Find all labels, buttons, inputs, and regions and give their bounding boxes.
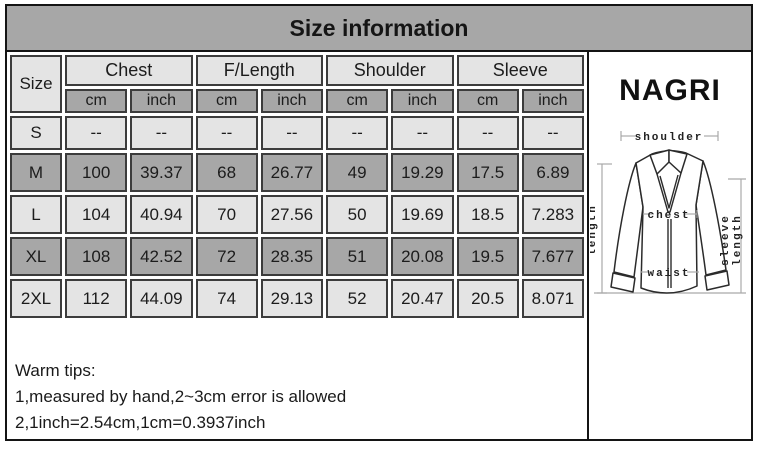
size-table: Size Chest F/Length Shoulder Sleeve cm i… — [7, 52, 587, 321]
chest-label: chest — [647, 210, 690, 222]
group-header-shoulder: Shoulder — [326, 55, 454, 86]
table-cell: 72 — [195, 237, 258, 276]
unit-header: inch — [130, 89, 193, 113]
table-cell: 49 — [326, 153, 389, 192]
row-2XL: 2XL 112 44.09 74 29.13 52 20.47 20.5 8.0… — [10, 279, 584, 318]
row-S: S -- -- -- -- -- -- -- -- — [10, 116, 584, 150]
table-cell: 50 — [326, 195, 389, 234]
size-cell: 2XL — [10, 279, 62, 318]
table-cell: 52 — [326, 279, 389, 318]
table-cell: 112 — [65, 279, 128, 318]
table-cell: 104 — [65, 195, 128, 234]
unit-header: inch — [260, 89, 323, 113]
table-cell: 20.5 — [456, 279, 519, 318]
size-cell: S — [10, 116, 62, 150]
unit-header: inch — [391, 89, 454, 113]
corner-header: Size — [10, 55, 62, 113]
table-cell: 18.5 — [456, 195, 519, 234]
shirt-measurement-diagram: shoulder chest waist length sleeve lengt… — [590, 131, 746, 294]
table-area: Size Chest F/Length Shoulder Sleeve cm i… — [7, 52, 587, 439]
table-cell: 7.283 — [521, 195, 584, 234]
table-cell: 17.5 — [456, 153, 519, 192]
unit-header: cm — [456, 89, 519, 113]
unit-header: cm — [195, 89, 258, 113]
table-cell: 7.677 — [521, 237, 584, 276]
unit-header: cm — [326, 89, 389, 113]
size-chart-frame: Size information Size Chest F/Length Sho… — [5, 4, 753, 441]
table-cell: 20.47 — [391, 279, 454, 318]
group-header-chest: Chest — [65, 55, 193, 86]
warm-tips-line: 2,1inch=2.54cm,1cm=0.3937inch — [15, 413, 266, 432]
row-XL: XL 108 42.52 72 28.35 51 20.08 19.5 7.67… — [10, 237, 584, 276]
group-header-flength: F/Length — [195, 55, 323, 86]
table-cell: -- — [130, 116, 193, 150]
table-cell: -- — [195, 116, 258, 150]
table-cell: 42.52 — [130, 237, 193, 276]
table-cell: 40.94 — [130, 195, 193, 234]
table-cell: 29.13 — [260, 279, 323, 318]
table-cell: -- — [391, 116, 454, 150]
header-row-groups: Size Chest F/Length Shoulder Sleeve — [10, 55, 584, 113]
table-cell: 27.56 — [260, 195, 323, 234]
table-cell: 100 — [65, 153, 128, 192]
table-cell: 19.69 — [391, 195, 454, 234]
table-cell: 26.77 — [260, 153, 323, 192]
sleeve-label-word2: length — [732, 214, 744, 266]
size-cell: XL — [10, 237, 62, 276]
table-cell: 20.08 — [391, 237, 454, 276]
waist-label: waist — [647, 268, 690, 280]
length-label: length — [590, 204, 599, 256]
table-cell: -- — [260, 116, 323, 150]
brand-logo: NAGRI — [619, 74, 721, 107]
size-cell: M — [10, 153, 62, 192]
table-cell: -- — [456, 116, 519, 150]
table-cell: 44.09 — [130, 279, 193, 318]
warm-tips-title: Warm tips: — [15, 361, 96, 380]
row-L: L 104 40.94 70 27.56 50 19.69 18.5 7.283 — [10, 195, 584, 234]
table-cell: 8.071 — [521, 279, 584, 318]
warm-tips: Warm tips: 1,measured by hand,2~3cm erro… — [7, 358, 587, 439]
table-cell: 19.5 — [456, 237, 519, 276]
row-M: M 100 39.37 68 26.77 49 19.29 17.5 6.89 — [10, 153, 584, 192]
table-cell: -- — [65, 116, 128, 150]
group-header-sleeve: Sleeve — [456, 55, 584, 86]
unit-header: cm — [65, 89, 128, 113]
unit-header: inch — [521, 89, 584, 113]
table-cell: 39.37 — [130, 153, 193, 192]
table-cell: 6.89 — [521, 153, 584, 192]
brand-panel: NAGRI — [587, 52, 751, 439]
content-area: Size Chest F/Length Shoulder Sleeve cm i… — [7, 52, 751, 439]
table-cell: -- — [326, 116, 389, 150]
page-title: Size information — [7, 6, 751, 52]
table-cell: -- — [521, 116, 584, 150]
warm-tips-line: 1,measured by hand,2~3cm error is allowe… — [15, 387, 347, 406]
table-cell: 51 — [326, 237, 389, 276]
table-cell: 19.29 — [391, 153, 454, 192]
table-cell: 70 — [195, 195, 258, 234]
table-cell: 68 — [195, 153, 258, 192]
sleeve-label-word1: sleeve — [720, 214, 732, 266]
table-cell: 108 — [65, 237, 128, 276]
table-cell: 74 — [195, 279, 258, 318]
table-cell: 28.35 — [260, 237, 323, 276]
shoulder-label: shoulder — [635, 132, 704, 144]
size-cell: L — [10, 195, 62, 234]
header-row-units: cm inch cm inch cm inch cm inch — [10, 89, 584, 113]
